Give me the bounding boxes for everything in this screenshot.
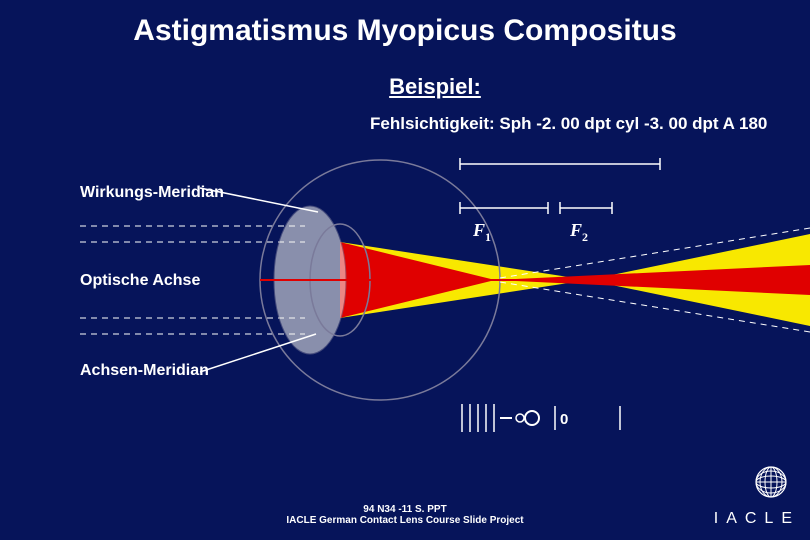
svg-text:F: F <box>569 220 582 240</box>
svg-text:1: 1 <box>485 230 491 244</box>
svg-text:2: 2 <box>582 230 588 244</box>
svg-text:0: 0 <box>560 411 568 428</box>
slide-title: Astigmatismus Myopicus Compositus <box>0 0 810 48</box>
brand-iacle: IACLE <box>714 510 800 528</box>
optics-diagram: F1F20 <box>0 140 810 450</box>
footer-block: 94 N34 -11 S. PPT IACLE German Contact L… <box>0 504 810 526</box>
slide-subtitle: Beispiel: <box>60 74 810 100</box>
svg-text:F: F <box>472 220 485 240</box>
refraction-text: Fehlsichtigkeit: Sph -2. 00 dpt cyl -3. … <box>370 114 767 134</box>
footer-project: IACLE German Contact Lens Course Slide P… <box>0 515 810 526</box>
globe-icon <box>754 465 788 504</box>
footer-file: 94 N34 -11 S. PPT <box>0 504 810 515</box>
